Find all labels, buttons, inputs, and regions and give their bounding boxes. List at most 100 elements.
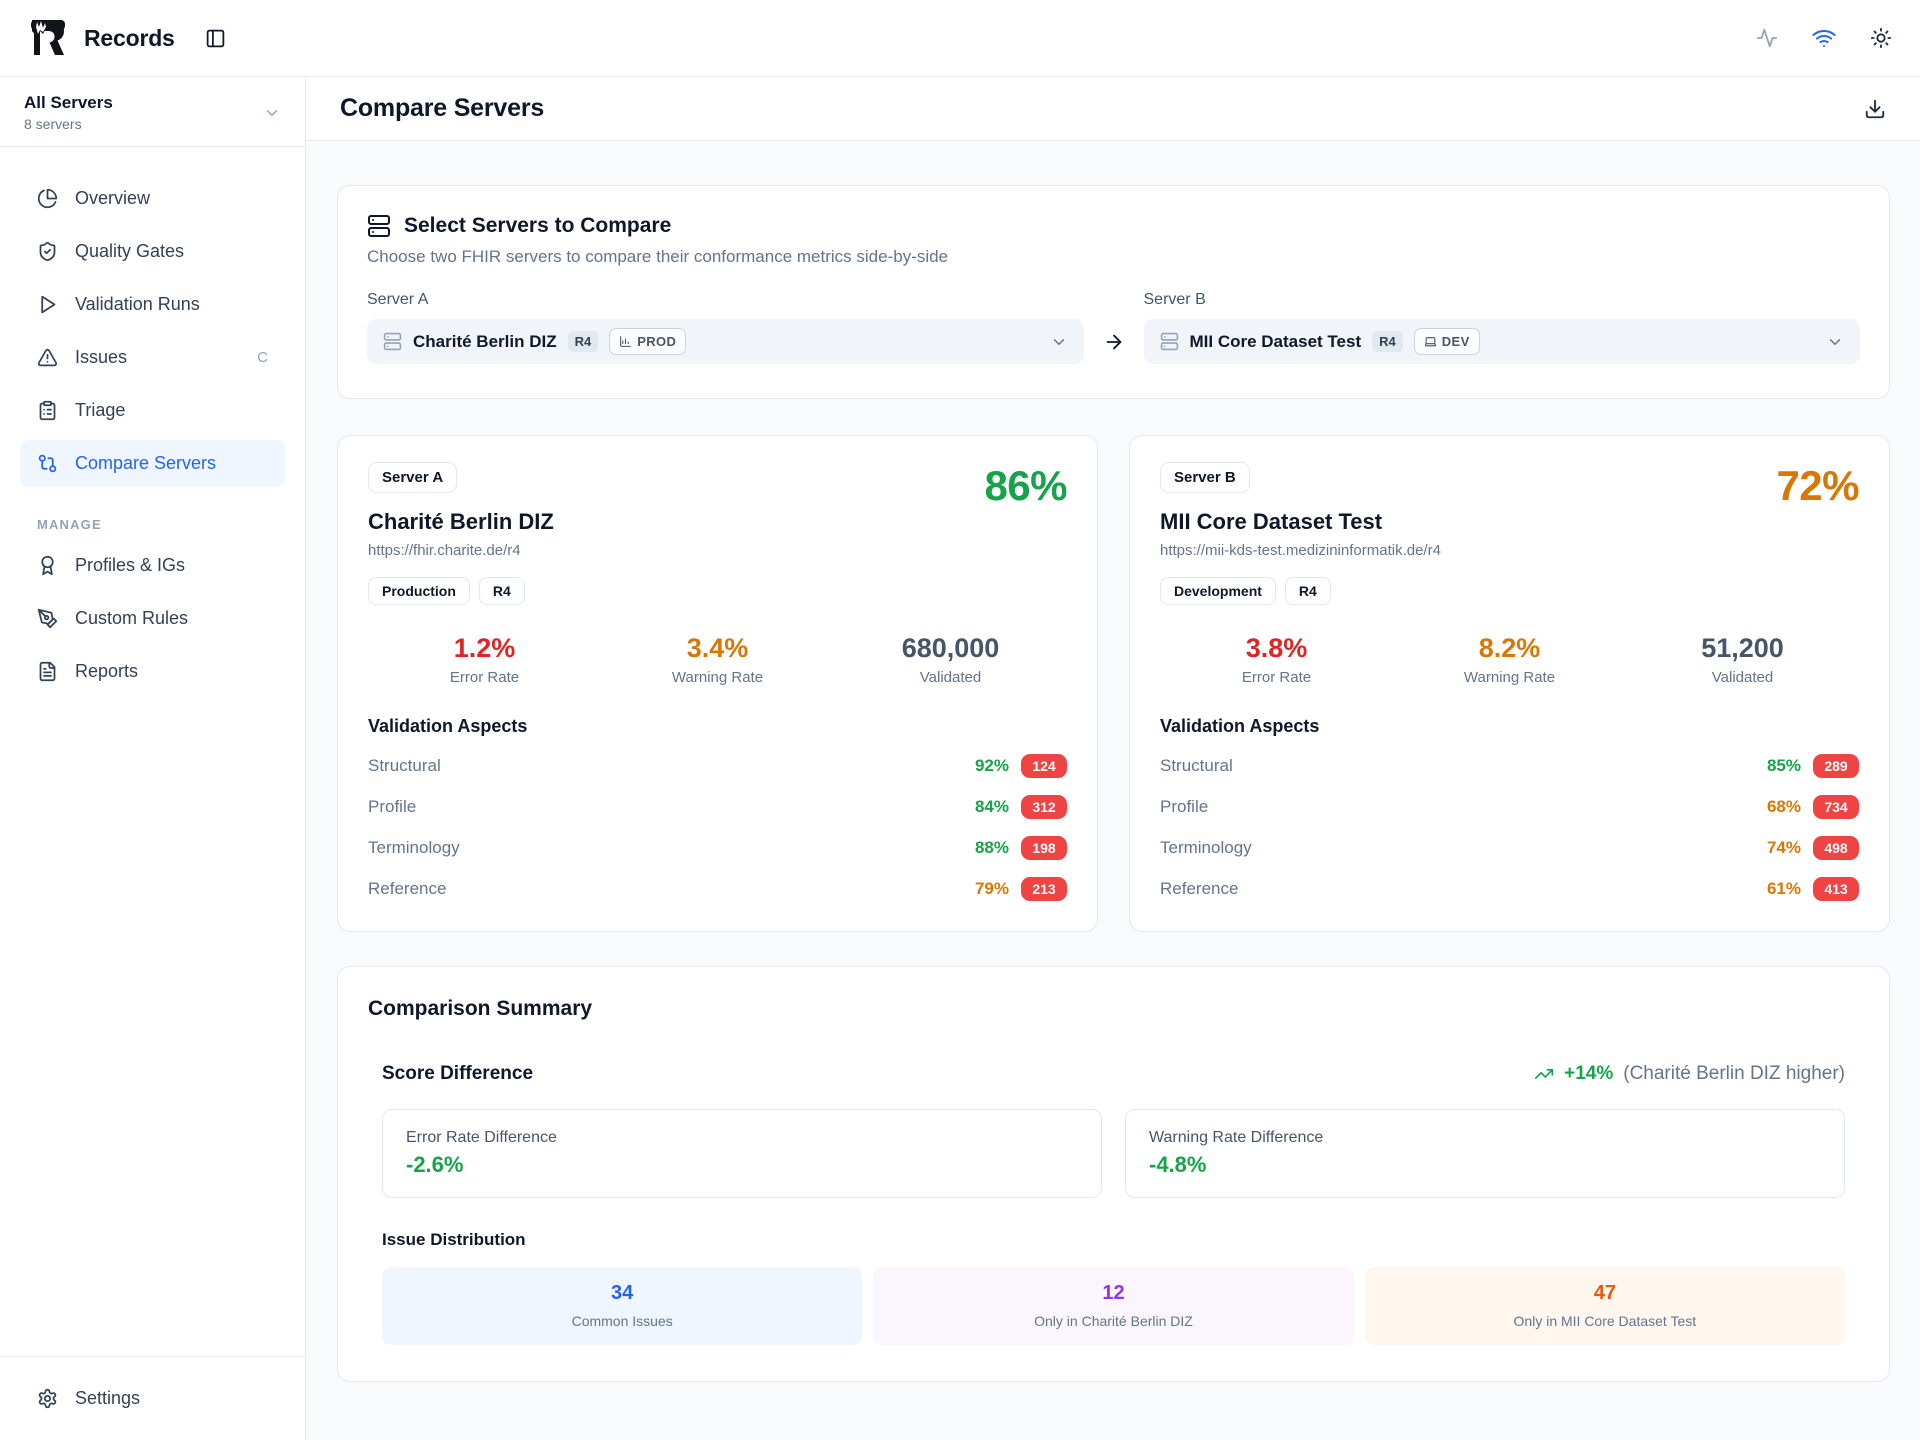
aspect-percent: 84% <box>975 797 1009 817</box>
panel-left-icon <box>205 28 226 49</box>
aspect-row: Reference 79% 213 <box>368 877 1067 901</box>
sidebar-toggle-button[interactable] <box>205 28 226 49</box>
chart-icon <box>619 335 632 348</box>
stat-label: Error Rate <box>1160 669 1393 686</box>
sidebar-nav: Overview Quality Gates Validation Runs I… <box>0 147 305 1356</box>
sidebar-item-settings[interactable]: Settings <box>20 1375 285 1422</box>
stat-label: Validated <box>1626 669 1859 686</box>
sidebar-item-label: Quality Gates <box>75 241 268 262</box>
server-b-warning-rate: 8.2% <box>1393 633 1626 664</box>
sidebar-item-custom-rules[interactable]: Custom Rules <box>20 595 285 642</box>
git-compare-icon <box>37 453 58 474</box>
server-b-name: MII Core Dataset Test <box>1160 509 1441 535</box>
server-a-badge: Server A <box>368 462 457 493</box>
wifi-icon[interactable] <box>1812 26 1836 50</box>
server-b-dropdown[interactable]: MII Core Dataset Test R4 DEV <box>1144 319 1861 364</box>
pen-tool-icon <box>37 608 58 629</box>
server-icon <box>383 332 402 351</box>
aspect-label: Profile <box>368 797 416 817</box>
server-b-error-rate: 3.8% <box>1160 633 1393 664</box>
sidebar-item-label: Compare Servers <box>75 453 268 474</box>
aspect-count-badge: 312 <box>1021 795 1067 819</box>
sidebar-item-profiles-igs[interactable]: Profiles & IGs <box>20 542 285 589</box>
aspect-row: Terminology 74% 498 <box>1160 836 1859 860</box>
server-a-card: Server A Charité Berlin DIZ https://fhir… <box>337 435 1098 932</box>
chevron-down-icon <box>263 104 281 122</box>
aspect-count-badge: 734 <box>1813 795 1859 819</box>
server-a-env-badge: PROD <box>609 328 686 355</box>
server-b-url: https://mii-kds-test.medizininformatik.d… <box>1160 542 1441 559</box>
server-icon <box>1160 332 1179 351</box>
sun-icon[interactable] <box>1870 27 1892 49</box>
aspect-count-badge: 198 <box>1021 836 1067 860</box>
server-a-selected-name: Charité Berlin DIZ <box>413 332 557 352</box>
issues-shortcut-hint: C <box>257 349 268 366</box>
sidebar-item-triage[interactable]: Triage <box>20 387 285 434</box>
chevron-down-icon <box>1826 333 1844 351</box>
file-text-icon <box>37 661 58 682</box>
aspect-row: Terminology 88% 198 <box>368 836 1067 860</box>
server-a-dropdown[interactable]: Charité Berlin DIZ R4 PROD <box>367 319 1084 364</box>
error-rate-difference-value: -2.6% <box>406 1152 1078 1178</box>
dist-label: Common Issues <box>392 1313 852 1329</box>
common-issues-box: 34 Common Issues <box>382 1267 862 1345</box>
server-a-name: Charité Berlin DIZ <box>368 509 554 535</box>
stat-label: Validated <box>834 669 1067 686</box>
main-content: Compare Servers Select Servers to Compar… <box>306 76 1920 1440</box>
stat-label: Warning Rate <box>601 669 834 686</box>
server-b-label: Server B <box>1144 291 1861 309</box>
sidebar-item-compare-servers[interactable]: Compare Servers <box>20 440 285 487</box>
trending-up-icon <box>1534 1064 1554 1084</box>
server-stack-icon <box>367 214 391 238</box>
stat-label: Error Rate <box>368 669 601 686</box>
select-servers-card: Select Servers to Compare Choose two FHI… <box>337 185 1890 399</box>
server-b-score: 72% <box>1776 462 1859 605</box>
sidebar-item-quality-gates[interactable]: Quality Gates <box>20 228 285 275</box>
page-title: Compare Servers <box>340 94 544 123</box>
clipboard-list-icon <box>37 400 58 421</box>
alert-triangle-icon <box>37 347 58 368</box>
sidebar-item-reports[interactable]: Reports <box>20 648 285 695</box>
aspect-label: Reference <box>1160 879 1238 899</box>
aspect-percent: 92% <box>975 756 1009 776</box>
sidebar-item-label: Triage <box>75 400 268 421</box>
aspect-percent: 85% <box>1767 756 1801 776</box>
issue-distribution-label: Issue Distribution <box>368 1230 1859 1250</box>
server-a-url: https://fhir.charite.de/r4 <box>368 542 554 559</box>
sidebar-item-label: Validation Runs <box>75 294 268 315</box>
error-rate-difference-box: Error Rate Difference -2.6% <box>382 1109 1102 1198</box>
server-b-env-badge: DEV <box>1414 328 1480 355</box>
server-b-badge: Server B <box>1160 462 1250 493</box>
sidebar-item-validation-runs[interactable]: Validation Runs <box>20 281 285 328</box>
laptop-icon <box>1424 335 1437 348</box>
sidebar-item-issues[interactable]: Issues C <box>20 334 285 381</box>
sidebar-item-label: Settings <box>75 1388 268 1409</box>
server-b-validated: 51,200 <box>1626 633 1859 664</box>
aspect-count-badge: 498 <box>1813 836 1859 860</box>
only-server-b-box: 47 Only in MII Core Dataset Test <box>1365 1267 1845 1345</box>
score-difference-note: (Charité Berlin DIZ higher) <box>1623 1063 1845 1085</box>
download-icon[interactable] <box>1864 98 1886 120</box>
topbar: Records <box>0 0 1920 76</box>
aspect-label: Structural <box>1160 756 1233 776</box>
aspect-label: Structural <box>368 756 441 776</box>
server-scope-subtitle: 8 servers <box>24 116 113 132</box>
chevron-down-icon <box>1050 333 1068 351</box>
activity-icon[interactable] <box>1756 27 1778 49</box>
server-scope-selector[interactable]: All Servers 8 servers <box>0 77 305 147</box>
aspect-row: Profile 68% 734 <box>1160 795 1859 819</box>
sidebar-section-manage: MANAGE <box>0 517 305 532</box>
only-server-a-box: 12 Only in Charité Berlin DIZ <box>873 1267 1353 1345</box>
aspect-percent: 68% <box>1767 797 1801 817</box>
server-b-card: Server B MII Core Dataset Test https://m… <box>1129 435 1890 932</box>
sidebar: All Servers 8 servers Overview Quality G… <box>0 76 306 1440</box>
aspect-count-badge: 213 <box>1021 877 1067 901</box>
sidebar-item-label: Custom Rules <box>75 608 268 629</box>
server-b-selected-name: MII Core Dataset Test <box>1190 332 1362 352</box>
server-a-validated: 680,000 <box>834 633 1067 664</box>
comparison-summary-card: Comparison Summary Score Difference +14%… <box>337 966 1890 1382</box>
server-b-tag-r4: R4 <box>1285 577 1331 605</box>
server-a-tag-production: Production <box>368 577 470 605</box>
sidebar-item-overview[interactable]: Overview <box>20 175 285 222</box>
only-server-b-count: 47 <box>1375 1282 1835 1305</box>
